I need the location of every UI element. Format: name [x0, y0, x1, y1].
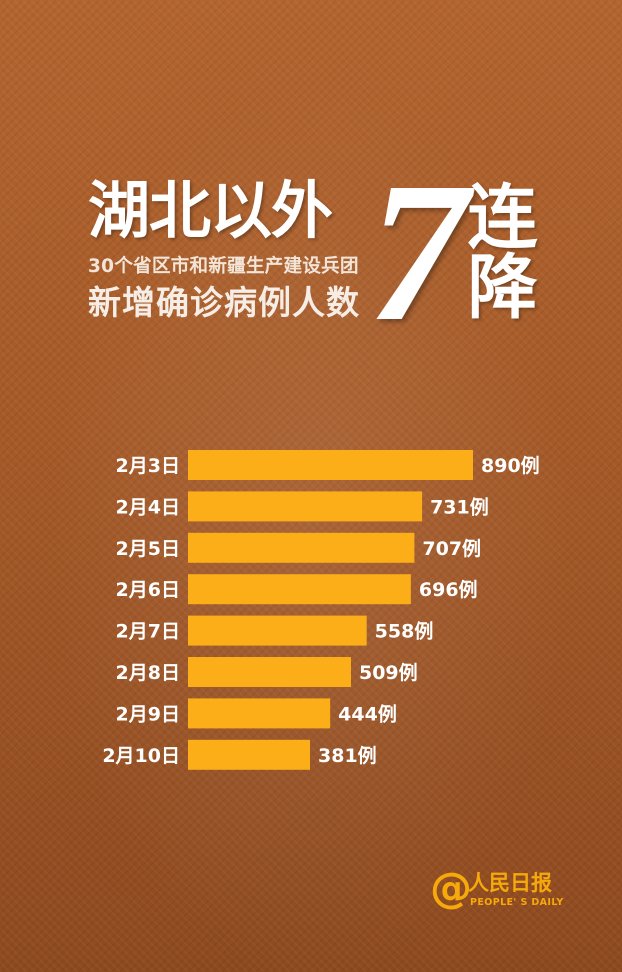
value-label: 890例	[481, 454, 540, 477]
category-label: 2月6日	[116, 579, 180, 601]
bar	[188, 574, 411, 605]
value-label: 558例	[375, 620, 434, 643]
title-main: 湖北以外	[88, 174, 333, 247]
value-label: 509例	[359, 661, 418, 684]
bar	[188, 739, 311, 770]
side-word-decline: 连降	[456, 180, 538, 320]
category-label: 2月8日	[116, 662, 180, 684]
peoples-daily-logo: @ 人民日报 PEOPLE' S DAILY	[430, 866, 590, 914]
category-label: 2月3日	[116, 455, 180, 477]
big-number: 7	[368, 142, 468, 363]
value-label: 696例	[419, 578, 478, 601]
category-label: 2月9日	[116, 703, 180, 725]
title-subtitle: 30个省区市和新疆生产建设兵团	[88, 256, 359, 277]
value-label: 707例	[422, 537, 481, 560]
bar	[188, 450, 473, 480]
at-icon: @	[430, 863, 472, 912]
title-description: 新增确诊病例人数	[88, 283, 360, 322]
bar	[188, 657, 351, 687]
bar	[188, 532, 415, 563]
value-label: 444例	[338, 702, 397, 725]
bar-chart: 2月3日 890例 2月4日 731例 2月5日 707例 2月6日 696例 2月7日 558例…	[102, 450, 540, 770]
bar	[188, 698, 331, 729]
category-label: 2月7日	[116, 621, 180, 643]
category-label: 2月5日	[116, 538, 180, 560]
logo-english: PEOPLE' S DAILY	[470, 897, 564, 908]
value-label: 381例	[318, 744, 377, 767]
value-label: 731例	[430, 495, 489, 518]
bar	[188, 615, 367, 646]
logo-name: 人民日报	[468, 871, 552, 895]
category-label: 2月10日	[102, 745, 180, 767]
bar	[188, 491, 423, 522]
category-label: 2月4日	[116, 496, 180, 518]
